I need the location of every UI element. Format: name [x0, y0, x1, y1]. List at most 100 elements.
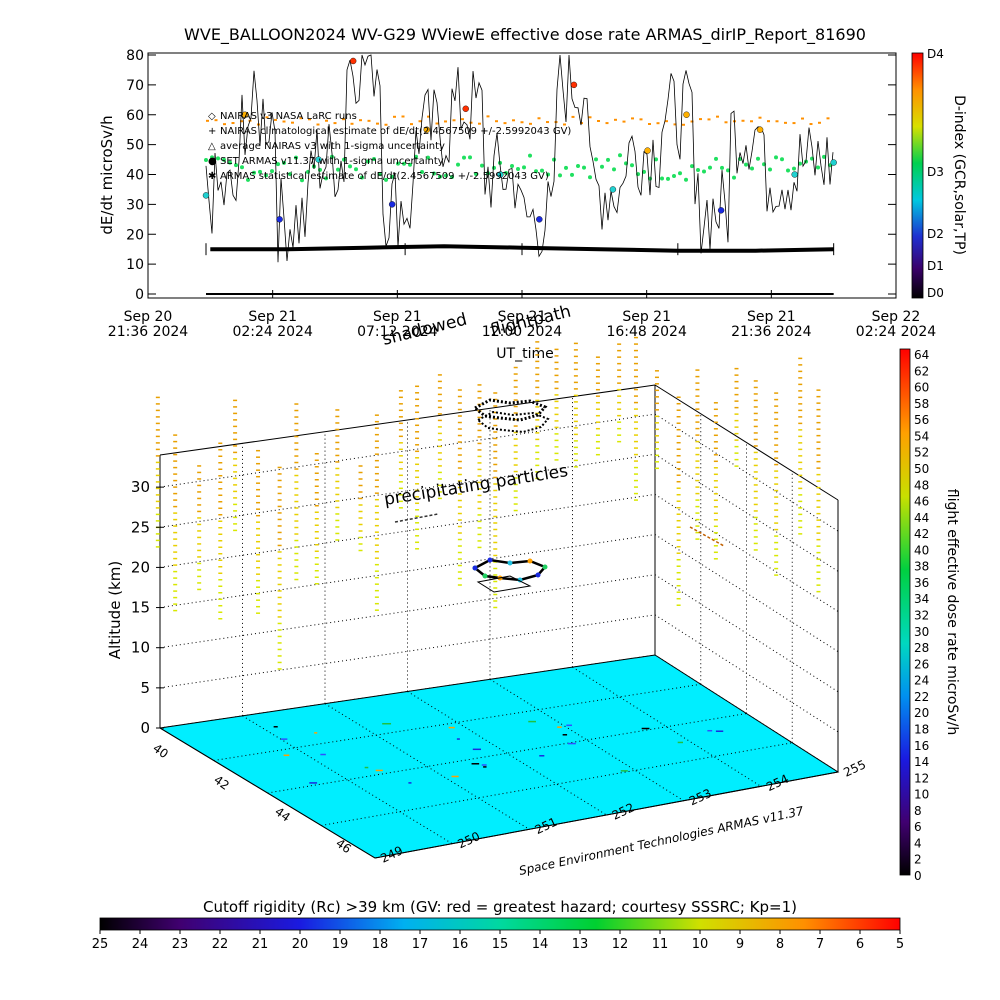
flightpath-floor-projection — [476, 575, 532, 593]
armas-dose-point — [462, 105, 469, 112]
floor-speck — [451, 775, 459, 778]
cutoff-tick-label: 17 — [412, 937, 429, 952]
dose-tick-label: 38 — [914, 560, 929, 574]
dose-tick-label: 16 — [914, 739, 929, 753]
dose-tick-label: 48 — [914, 478, 929, 492]
altitude-tick-label: 5 — [140, 679, 150, 697]
floor-front-edge — [159, 727, 376, 859]
cutoff-tick-label: 15 — [492, 937, 509, 952]
floor-speck — [273, 726, 278, 728]
armas-dose-point — [609, 186, 617, 193]
top-y-tick-label: 40 — [126, 168, 144, 184]
dose-tick-label: 6 — [914, 820, 922, 834]
cutoff-tick-label: 6 — [856, 937, 864, 952]
nairas-average-point — [390, 174, 395, 179]
floor-speck — [320, 753, 326, 756]
nairas-average-point — [468, 155, 473, 160]
altitude-axis: 0 5 10 15 20 25 30 — [131, 478, 164, 737]
top-x-tick-label: 02:24 2024 — [856, 324, 937, 340]
nairas-average-point — [792, 166, 797, 171]
nairas-average-point — [336, 167, 341, 172]
latitude-tick-label: 44 — [272, 804, 293, 824]
nairas-average-point — [402, 161, 407, 166]
nairas-average-point — [630, 163, 635, 168]
legend-entry: NAIRAS v3 NASA LaRC runs — [220, 111, 357, 122]
nairas-average-point — [570, 172, 575, 177]
flightpath-point — [482, 573, 488, 579]
armas-dose-point — [423, 126, 430, 133]
floor-speck — [280, 738, 288, 740]
altitude-tick-label: 10 — [131, 639, 150, 657]
nairas-average-point — [552, 157, 557, 162]
cutoff-colorbar-ticks: 25 24 23 22 21 20 19 18 17 16 15 14 13 12 11 10 9 8 7 6 5 — [92, 930, 904, 952]
nairas-average-point — [696, 167, 701, 172]
nairas-average-point — [456, 162, 461, 167]
floor-speck — [314, 732, 318, 734]
flightpath-point — [487, 557, 493, 563]
dose-tick-label: 26 — [914, 657, 929, 671]
nairas-average-point — [450, 174, 455, 179]
nairas-average-point — [600, 164, 605, 169]
particle-columns — [155, 336, 821, 670]
nairas-average-point — [678, 171, 683, 176]
nairas-average-point — [366, 159, 371, 164]
nairas-average-point — [564, 165, 569, 170]
nairas-average-point — [438, 174, 443, 179]
nairas-average-point — [798, 161, 803, 166]
dose-tick-label: 36 — [914, 576, 929, 590]
nairas-average-point — [606, 157, 611, 162]
floor-speck — [456, 738, 460, 740]
top-y-tick-label: 70 — [126, 78, 144, 94]
nairas-average-point — [654, 157, 659, 162]
nairas-average-point — [786, 168, 791, 173]
nairas-average-point — [348, 164, 353, 169]
nairas-average-point — [816, 165, 821, 170]
top-y-tick-label: 80 — [126, 48, 144, 64]
nairas-average-point — [720, 165, 725, 170]
nairas-average-point — [324, 176, 329, 181]
top-x-tick-label: Sep 21 — [248, 309, 297, 325]
cutoff-tick-label: 13 — [572, 937, 589, 952]
cutoff-tick-label: 24 — [132, 937, 149, 952]
armas-dose-point — [570, 81, 578, 89]
dose-tick-label: 58 — [914, 397, 929, 411]
cutoff-colorbar — [99, 917, 901, 931]
nairas-average-point — [360, 175, 365, 180]
top-x-tick-label: Sep 21 — [498, 309, 547, 325]
nairas-average-point — [420, 169, 425, 174]
legend-entry: ARMAS statistical estimate of dE/dt(2.45… — [220, 171, 549, 182]
dose-tick-label: 42 — [914, 527, 929, 541]
flightpath-point — [535, 572, 541, 578]
precipitating-annotation: precipitating particles — [383, 461, 570, 510]
d-index-labels: D4 D3 D2 D1 D0 — [927, 47, 944, 300]
top-x-tick-label: Sep 21 — [747, 309, 796, 325]
nairas-average-point — [246, 177, 251, 182]
nairas-average-point — [702, 169, 707, 174]
top-y-axis: 0 10 20 30 40 50 60 70 80 — [126, 48, 896, 303]
dose-tick-label: 40 — [914, 543, 929, 557]
dose-tick-label: 12 — [914, 771, 929, 785]
top-x-tick-label: 21:36 2024 — [108, 324, 189, 340]
top-y-tick-label: 60 — [126, 108, 144, 124]
armas-dose-point — [830, 159, 837, 166]
floor-speck — [309, 782, 318, 784]
cutoff-tick-label: 21 — [252, 937, 269, 952]
armas-dose-point — [276, 216, 283, 223]
floor-speck — [715, 730, 724, 732]
nairas-average-point — [822, 154, 827, 159]
floor-speck — [471, 763, 480, 765]
nairas-average-point — [414, 154, 419, 159]
nairas-average-point — [222, 157, 227, 162]
nairas-average-point — [492, 165, 497, 170]
top-y-tick-label: 20 — [126, 227, 144, 243]
dose-colorbar-title: flight effective dose rate microSv/h — [944, 489, 960, 735]
top-x-tick-label: Sep 20 — [124, 309, 173, 325]
latitude-tick-label: 42 — [211, 773, 232, 793]
altitude-tick-label: 25 — [131, 518, 150, 536]
top-x-tick-label: Sep 21 — [373, 309, 422, 325]
nairas-average-point — [372, 157, 377, 162]
flightpath-point — [542, 564, 548, 570]
legend-entry: NAIRAS climatological estimate of dE/dt(… — [220, 126, 571, 137]
cutoff-tick-label: 16 — [452, 937, 469, 952]
